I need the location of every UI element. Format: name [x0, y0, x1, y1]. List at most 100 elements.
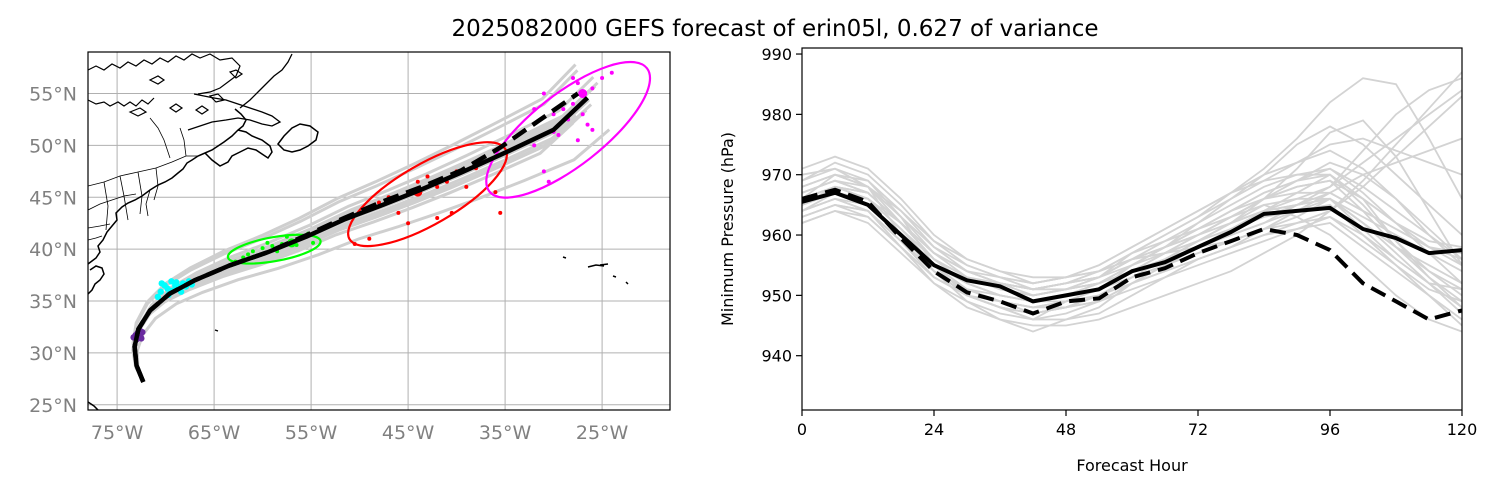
map-tick-labels: 75°W 65°W 55°W 45°W 35°W 25°W 25°N 30°N 35°N 40°N…: [29, 84, 628, 444]
figure-title: 2025082000 GEFS forecast of erin05l, 0.6…: [451, 16, 1098, 42]
cluster-4-point-8: [532, 143, 537, 148]
cluster-2-point-10: [284, 234, 289, 239]
x-tick-label-3: 72: [1188, 420, 1208, 439]
member-pressure-lines: [802, 71, 1462, 333]
ensemble-track-10: [135, 128, 611, 383]
member-line-3: [802, 95, 1462, 321]
member-line-29: [802, 179, 1462, 291]
y-tick-label-0: 940: [761, 347, 792, 366]
member-line-23: [802, 173, 1462, 285]
map-tick-lon-0: 75°W: [91, 422, 144, 444]
cluster-3-point-2: [435, 216, 440, 221]
cluster-ellipse-2: [226, 233, 322, 265]
mean-tracks: [132, 91, 590, 383]
control-track: [132, 91, 580, 383]
cluster-4-point-17: [585, 122, 590, 127]
map-tick-lat-2: 35°N: [29, 291, 77, 313]
cluster-3-point-15: [352, 241, 357, 246]
map-tick-lon-2: 55°W: [285, 422, 338, 444]
cluster-2-point-1: [250, 249, 255, 254]
member-line-28: [802, 173, 1462, 303]
cluster-4-point-3: [561, 107, 566, 112]
coastline-florida-tip: [88, 401, 99, 410]
coastline-quebec-north: [88, 53, 241, 95]
x-tick-label-0: 0: [797, 420, 807, 439]
coastline-labrador: [239, 53, 293, 109]
cluster-3-point-6: [435, 184, 440, 189]
cluster-4-point-9: [541, 169, 546, 174]
y-tick-label-4: 980: [761, 105, 792, 124]
cluster-4-point-2: [571, 101, 575, 106]
ensemble-track-11: [131, 63, 577, 383]
pressure-panel: 0 24 48 72 96 120 940 950 960 970 980 990 Forecast …: [718, 45, 1477, 475]
pressure-frame: [801, 47, 1463, 411]
map-tick-lon-5: 25°W: [576, 422, 629, 444]
ensemble-track-9: [131, 69, 579, 383]
cluster-2-point-13: [265, 240, 270, 245]
member-line-10: [802, 191, 1462, 333]
cluster-4-point-11: [600, 75, 605, 80]
cluster-1-point-10: [158, 280, 165, 287]
cluster-4-point-7: [590, 127, 595, 132]
cluster-3-point-12: [464, 184, 469, 189]
control-pressure-line: [802, 187, 1462, 322]
x-tick-label-5: 120: [1447, 420, 1478, 439]
coastline-bermuda: [214, 329, 219, 332]
cluster-4-point-0: [575, 81, 580, 86]
member-line-15: [802, 179, 1462, 321]
cluster-4-point-16: [575, 138, 580, 143]
coastline-us-east: [88, 108, 247, 265]
cluster-1-point-15: [154, 293, 162, 301]
cluster-3-point-1: [406, 221, 411, 226]
ensemble-track-7: [134, 81, 599, 383]
member-line-17: [802, 137, 1462, 291]
map-tick-lat-1: 30°N: [29, 343, 77, 365]
coastline-maritimes: [204, 129, 273, 167]
member-line-26: [802, 185, 1462, 291]
x-axis-label: Forecast Hour: [1076, 456, 1188, 475]
cluster-4-point-6: [580, 112, 585, 117]
member-line-22: [802, 191, 1462, 297]
coastline-hudson-bay: [88, 97, 155, 107]
ensemble-track-12: [132, 111, 585, 383]
cluster-3-point-13: [493, 190, 498, 195]
y-tick-label-3: 970: [761, 166, 792, 185]
cluster-3-point-4: [377, 200, 381, 205]
y-tick-label-1: 950: [761, 286, 792, 305]
borders-inland: [88, 117, 198, 241]
mean-pressure-line: [802, 190, 1462, 304]
mean-pressure-lines: [802, 187, 1462, 322]
cluster-4-point-18: [556, 133, 561, 138]
cluster-3-point-0: [367, 236, 372, 241]
track-map-panel: 75°W 65°W 55°W 45°W 35°W 25°W 25°N 30°N 35°N 40°N…: [29, 51, 671, 444]
cluster-4-point-13: [571, 75, 575, 80]
cluster-2-point-2: [260, 246, 265, 251]
cluster-3-point-3: [396, 210, 401, 215]
cluster-3-point-14: [425, 174, 430, 179]
cluster-4-point-15: [532, 107, 537, 112]
x-tick-label-1: 24: [924, 420, 944, 439]
cluster-ellipse-3: [347, 141, 508, 248]
coastline-group: [88, 53, 629, 410]
cluster-1-point-14: [168, 278, 175, 285]
ensemble-track-8: [133, 76, 595, 383]
cluster-3-point-16: [449, 210, 454, 215]
map-tick-lon-3: 45°W: [382, 422, 435, 444]
y-tick-label-2: 960: [761, 226, 792, 245]
cluster-4-point-12: [609, 70, 614, 75]
member-line-13: [802, 137, 1462, 279]
pressure-ticks: 0 24 48 72 96 120 940 950 960 970 980 990: [761, 45, 1477, 439]
x-tick-label-2: 48: [1056, 420, 1076, 439]
coastline-newfoundland: [277, 123, 319, 153]
cluster-4-point-14: [541, 91, 546, 96]
cluster-2-point-14: [246, 252, 251, 257]
member-line-18: [802, 197, 1462, 303]
coastline-gulf-st-lawrence: [187, 93, 282, 131]
cluster-4-point-10: [546, 179, 551, 184]
cluster-2-point-3: [270, 244, 275, 249]
map-tick-lon-4: 35°W: [479, 422, 532, 444]
coastline-islands: [128, 69, 244, 117]
map-tick-lat-5: 50°N: [29, 135, 77, 157]
map-tick-lat-3: 40°N: [29, 239, 77, 261]
